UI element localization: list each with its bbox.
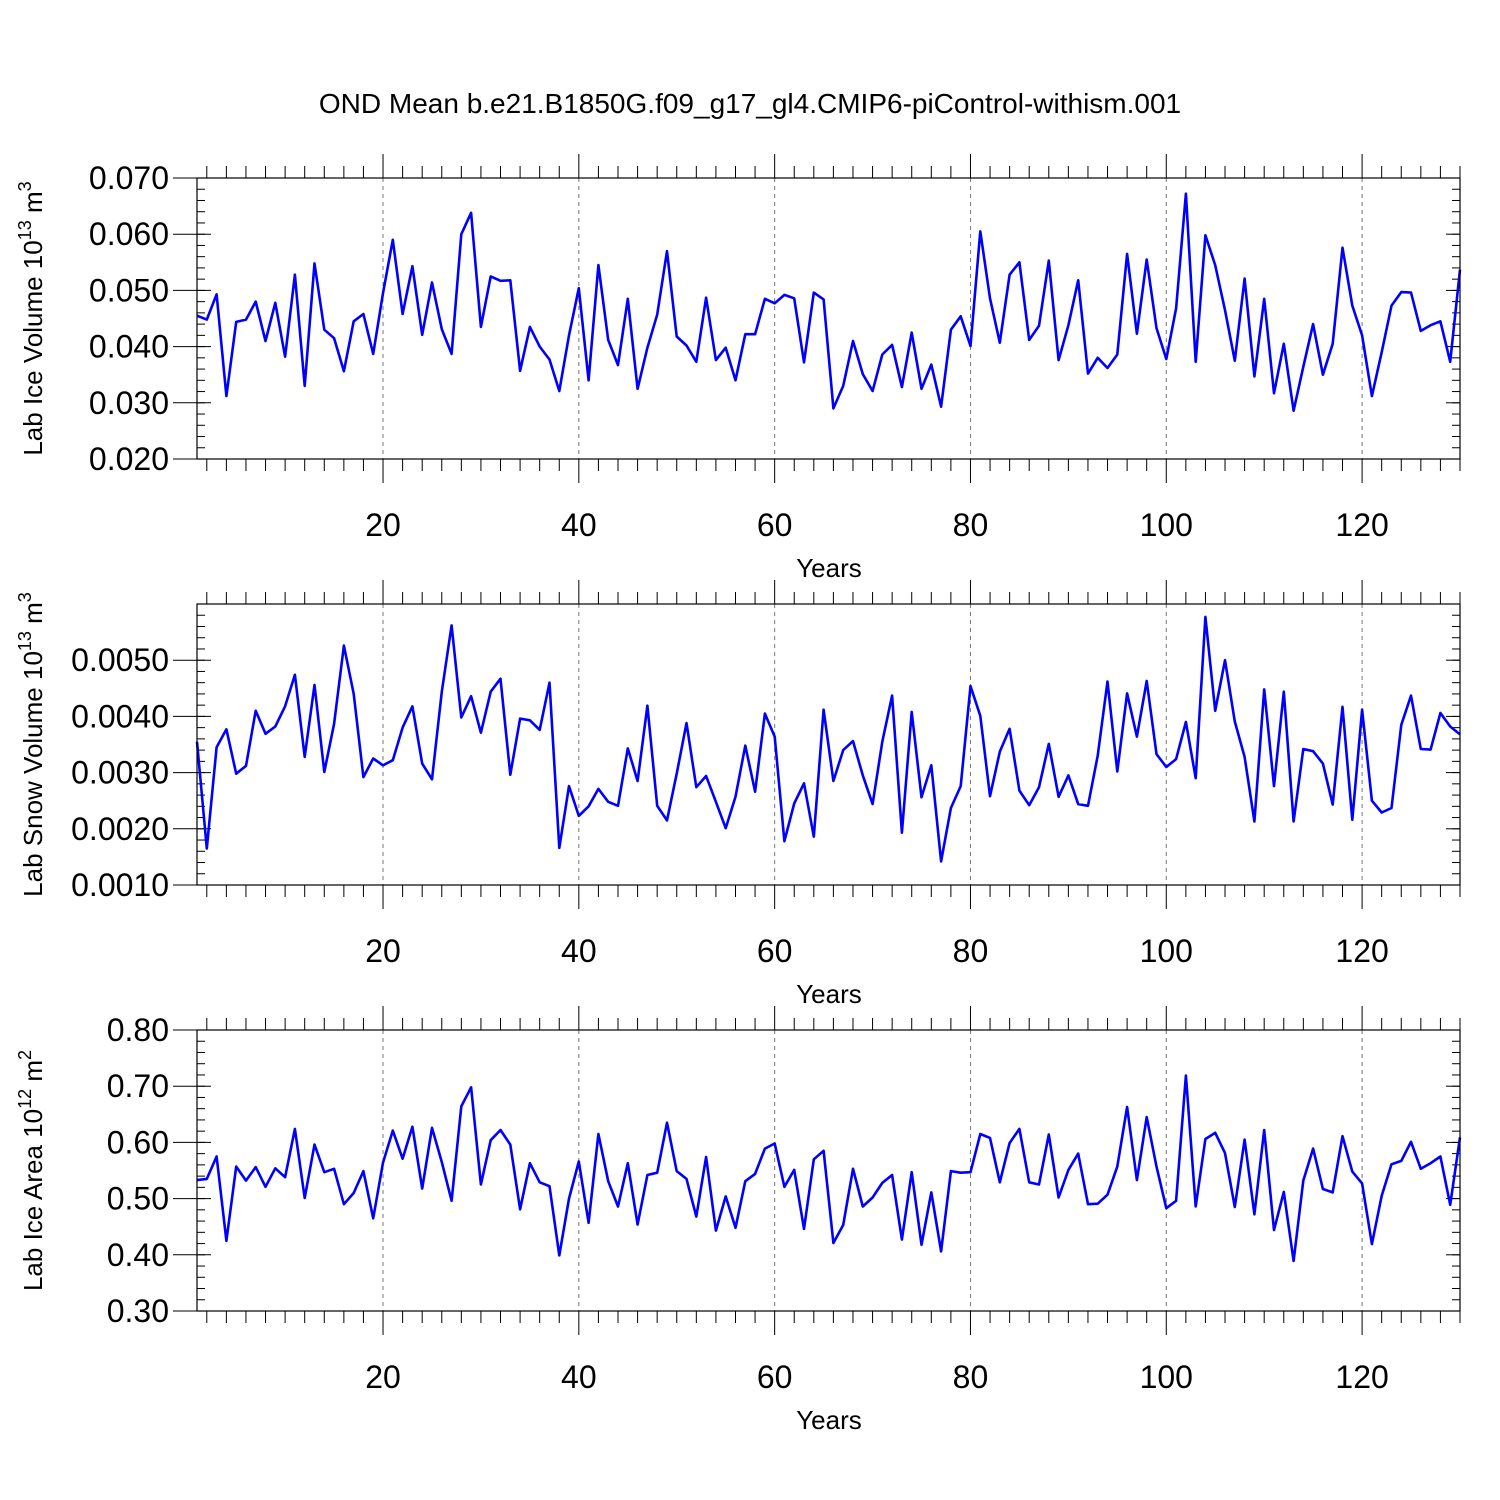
x-tick-label: 40 bbox=[561, 933, 597, 969]
x-tick-label: 60 bbox=[757, 1359, 793, 1395]
x-tick-label: 100 bbox=[1140, 507, 1193, 543]
x-tick-label: 120 bbox=[1335, 933, 1388, 969]
y-tick-label: 0.0050 bbox=[71, 642, 169, 678]
y-tick-label: 0.0010 bbox=[71, 867, 169, 903]
panel-snow-volume: 0.0010 0.0020 0.0030 0.0040 0.0050 20 40 60 80 10… bbox=[15, 580, 1461, 1009]
x-tick-label: 100 bbox=[1140, 933, 1193, 969]
plot-frame bbox=[196, 1029, 1461, 1312]
figure-title: OND Mean b.e21.B1850G.f09_g17_gl4.CMIP6-… bbox=[319, 88, 1181, 119]
x-tick-label: 60 bbox=[757, 933, 793, 969]
x-tick-label: 80 bbox=[953, 507, 989, 543]
y-tick-label: 0.70 bbox=[107, 1068, 169, 1104]
y-tick-label: 0.60 bbox=[107, 1124, 169, 1160]
y-axis-title: Lab Ice Volume 1013 m3 bbox=[15, 181, 48, 455]
y-tick-label: 0.0020 bbox=[71, 811, 169, 847]
y-tick-label: 0.80 bbox=[107, 1012, 169, 1048]
x-tick-label: 60 bbox=[757, 507, 793, 543]
y-axis-title: Lab Snow Volume 1013 m3 bbox=[15, 592, 48, 897]
y-tick-label: 0.40 bbox=[107, 1237, 169, 1273]
x-tick-label: 20 bbox=[365, 933, 401, 969]
x-tick-label: 20 bbox=[365, 1359, 401, 1395]
x-tick-label: 40 bbox=[561, 1359, 597, 1395]
y-tick-label: 0.0030 bbox=[71, 755, 169, 791]
x-tick-label: 100 bbox=[1140, 1359, 1193, 1395]
x-axis-title: Years bbox=[796, 1405, 862, 1435]
panel-ice-volume: 0.020 0.030 0.040 0.050 0.060 0.070 20 40 60 80 10… bbox=[15, 154, 1462, 583]
y-tick-label: 0.0040 bbox=[71, 698, 169, 734]
plot-frame bbox=[196, 603, 1461, 886]
y-axis-title: Lab Ice Area 1012 m2 bbox=[15, 1050, 48, 1291]
x-axis-title: Years bbox=[796, 979, 862, 1009]
series-line-ice-volume bbox=[196, 192, 1462, 413]
x-tick-label: 80 bbox=[953, 933, 989, 969]
x-tick-label: 40 bbox=[561, 507, 597, 543]
series-line-ice-area bbox=[196, 1074, 1462, 1263]
y-tick-label: 0.040 bbox=[89, 329, 169, 365]
y-tick-label: 0.070 bbox=[89, 160, 169, 196]
y-tick-label: 0.30 bbox=[107, 1293, 169, 1329]
x-tick-label: 20 bbox=[365, 507, 401, 543]
panel-ice-area: 0.30 0.40 0.50 0.60 0.70 0.80 20 40 60 80 100 120 Ye… bbox=[15, 1006, 1462, 1435]
series-line-snow-volume bbox=[195, 615, 1461, 863]
x-tick-label: 80 bbox=[953, 1359, 989, 1395]
y-tick-label: 0.50 bbox=[107, 1181, 169, 1217]
y-tick-label: 0.060 bbox=[89, 216, 169, 252]
x-tick-label: 120 bbox=[1335, 507, 1388, 543]
y-tick-label: 0.030 bbox=[89, 385, 169, 421]
plot-frame bbox=[196, 177, 1461, 460]
y-tick-label: 0.050 bbox=[89, 272, 169, 308]
y-tick-label: 0.020 bbox=[89, 441, 169, 477]
x-axis-title: Years bbox=[796, 553, 862, 583]
x-tick-label: 120 bbox=[1335, 1359, 1388, 1395]
